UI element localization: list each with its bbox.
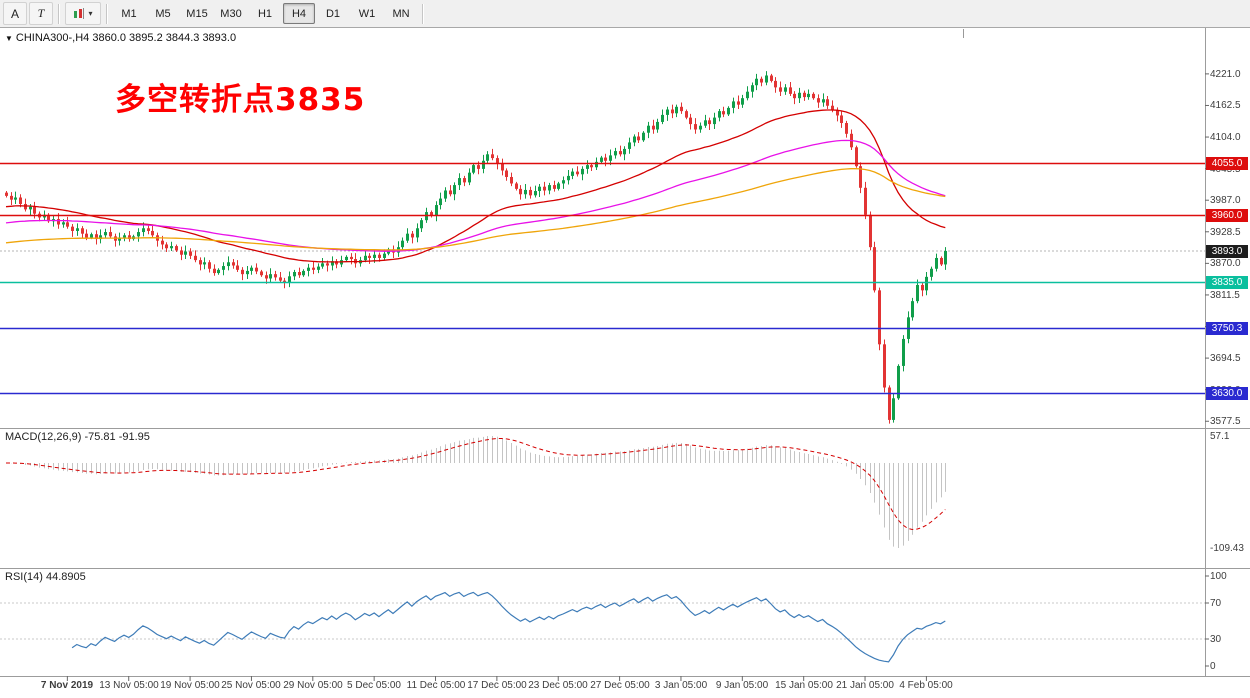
x-axis-tick-label: 19 Nov 05:00 [160,680,220,691]
tf-button-H4[interactable]: H4 [283,3,315,24]
x-axis-tick-label: 17 Dec 05:00 [467,680,527,691]
dropdown-caret-icon: ▾ [88,9,93,18]
x-axis-tick-label: 3 Jan 05:00 [654,680,708,691]
toolbar: A T ▾ M1 M5 M15 M30 H1 H4 D1 W1 MN [0,0,1250,28]
rsi-axis-label: 30 [1210,634,1222,645]
y-axis-tick-label: 3987.0 [1210,195,1241,206]
x-axis-tick-label: 21 Jan 05:00 [836,680,894,691]
tf-button-D1[interactable]: D1 [325,7,341,20]
ma-mid-line [5,139,946,252]
ma-slow-line [5,168,946,251]
rsi-line [71,591,946,663]
rsi-pane-title: RSI(14) 44.8905 [5,571,86,583]
macd-histogram [11,436,946,548]
y-axis-tick-label: 3870.0 [1210,258,1241,269]
toolbar-separator [106,3,108,24]
text-tool-button[interactable]: T [29,2,53,25]
y-axis-tick-label: 3694.5 [1210,353,1241,364]
macd-axis-label: 57.1 [1210,431,1230,442]
x-axis-tick-label: 7 Nov 2019 [40,680,94,691]
chart-annotation-text[interactable]: 多空转折点3835 [115,82,366,118]
tf-button-M30[interactable]: M30 [220,7,242,20]
toolbar-separator [422,3,424,24]
price-level-badge: 3750.3 [1206,322,1248,335]
macd-signal-line [6,438,946,531]
x-axis-tick-label: 25 Nov 05:00 [221,680,281,691]
x-axis-tick-label: 27 Dec 05:00 [590,680,650,691]
indicators-dropdown-button[interactable]: ▾ [65,2,101,25]
tf-button-MN[interactable]: MN [392,7,410,20]
x-axis-tick-label: 29 Nov 05:00 [283,680,343,691]
rsi-axis-label: 100 [1210,571,1227,582]
y-axis-tick-label: 4221.0 [1210,69,1241,80]
x-axis-tick-label: 11 Dec 05:00 [406,680,466,691]
y-axis-tick-label: 4104.0 [1210,132,1241,143]
tf-button-W1[interactable]: W1 [358,7,376,20]
timeframe-toolbar: M1 M5 M15 M30 H1 H4 D1 W1 MN [112,3,418,24]
price-level-badge: 3835.0 [1206,276,1248,289]
y-axis-tick-label: 3811.5 [1210,290,1240,301]
x-axis-tick-label: 5 Dec 05:00 [347,680,401,691]
arrow-tool-button[interactable]: A [3,2,27,25]
x-axis-tick-label: 23 Dec 05:00 [528,680,588,691]
symbol-marker-icon: ▼ [5,34,13,43]
price-level-badge: 3630.0 [1206,387,1248,400]
toolbar-separator [58,3,60,24]
tf-button-M15[interactable]: M15 [186,7,208,20]
y-axis-tick-label: 4162.5 [1210,100,1241,111]
chart-window: ▼ CHINA300-,H4 3860.0 3895.2 3844.3 3893.… [0,28,1250,698]
x-axis-tick-label: 15 Jan 05:00 [775,680,833,691]
current-price-badge: 3893.0 [1206,245,1248,258]
indicator-icon [74,7,85,19]
macd-pane-title: MACD(12,26,9) -75.81 -91.95 [5,431,150,443]
x-axis-tick-label: 9 Jan 05:00 [715,680,769,691]
x-axis-tick-label: 13 Nov 05:00 [99,680,159,691]
tf-button-H1[interactable]: H1 [257,7,273,20]
price-level-badge: 3960.0 [1206,209,1248,222]
candles [5,71,947,424]
macd-axis-label: -109.43 [1210,543,1244,554]
x-axis-tick-label: 4 Feb 05:00 [899,680,953,691]
symbol-ohlc-line: ▼ CHINA300-,H4 3860.0 3895.2 3844.3 3893.… [5,32,237,44]
tf-button-M5[interactable]: M5 [155,7,171,20]
price-level-badge: 4055.0 [1206,157,1248,170]
y-axis-tick-label: 3577.5 [1210,416,1241,427]
chart-canvas[interactable] [0,28,1250,698]
tf-button-M1[interactable]: M1 [121,7,137,20]
rsi-axis-label: 70 [1210,598,1222,609]
ma-fast-line [5,109,946,263]
y-axis-tick-label: 3928.5 [1210,227,1241,238]
rsi-axis-label: 0 [1210,661,1216,672]
